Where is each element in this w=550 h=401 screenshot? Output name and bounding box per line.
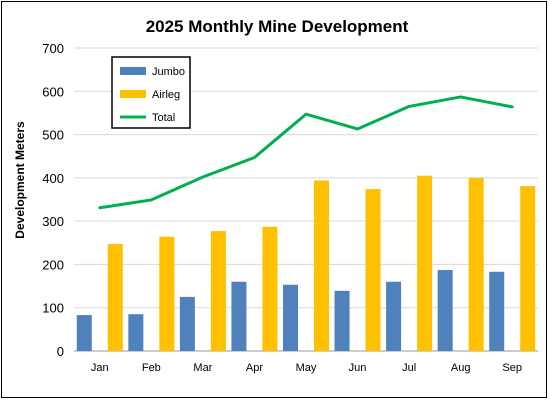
jumbo-bar — [334, 290, 350, 351]
x-tick-label: Sep — [502, 362, 522, 374]
jumbo-bar — [231, 281, 247, 351]
y-tick-label: 200 — [42, 257, 64, 272]
airleg-bar — [159, 236, 175, 351]
x-tick-label: Apr — [246, 362, 263, 374]
y-tick-label: 300 — [42, 214, 64, 229]
jumbo-bar — [437, 270, 453, 351]
y-axis-label: Development Meters — [13, 121, 27, 239]
jumbo-bar — [386, 281, 402, 351]
legend-label-airleg: Airleg — [152, 89, 180, 101]
y-tick-labels: 0 100 200 300 400 500 600 700 — [42, 41, 64, 359]
total-line-group — [98, 95, 514, 210]
x-tick-label: Mar — [193, 362, 212, 374]
x-tick-labels: Jan Feb Mar Apr May Jun Jul Aug Sep — [91, 362, 522, 374]
airleg-bar — [365, 189, 381, 351]
legend-swatch-airleg — [120, 90, 146, 98]
y-tick-label: 0 — [57, 344, 64, 359]
y-tick-label: 600 — [42, 84, 64, 99]
y-tick-label: 400 — [42, 171, 64, 186]
x-tick-label: Aug — [451, 362, 471, 374]
legend-label-jumbo: Jumbo — [152, 66, 185, 78]
jumbo-bar — [489, 271, 505, 351]
airleg-bar — [417, 175, 433, 351]
airleg-bar — [262, 226, 278, 351]
y-tick-label: 700 — [42, 41, 64, 56]
airleg-bar — [520, 186, 536, 351]
x-tick-label: Jun — [349, 362, 367, 374]
jumbo-bar — [179, 296, 195, 351]
airleg-bar — [468, 177, 484, 351]
x-tick-label: Jul — [402, 362, 416, 374]
bars — [76, 175, 536, 351]
legend-label-total: Total — [152, 112, 175, 124]
x-tick-label: Jan — [91, 362, 109, 374]
x-tick-label: May — [296, 362, 317, 374]
total-line — [98, 95, 514, 210]
x-tick-label: Feb — [142, 362, 161, 374]
jumbo-bar — [128, 314, 144, 351]
airleg-bar — [210, 231, 226, 351]
legend: Jumbo Airleg Total — [111, 56, 191, 129]
jumbo-bar — [283, 284, 298, 351]
y-tick-label: 100 — [42, 301, 64, 316]
legend-swatch-jumbo — [120, 67, 146, 75]
chart-title: 2025 Monthly Mine Development — [146, 17, 409, 36]
airleg-bar — [107, 244, 123, 351]
airleg-bar — [314, 180, 329, 351]
jumbo-bar — [76, 315, 92, 351]
y-tick-label: 500 — [42, 128, 64, 143]
